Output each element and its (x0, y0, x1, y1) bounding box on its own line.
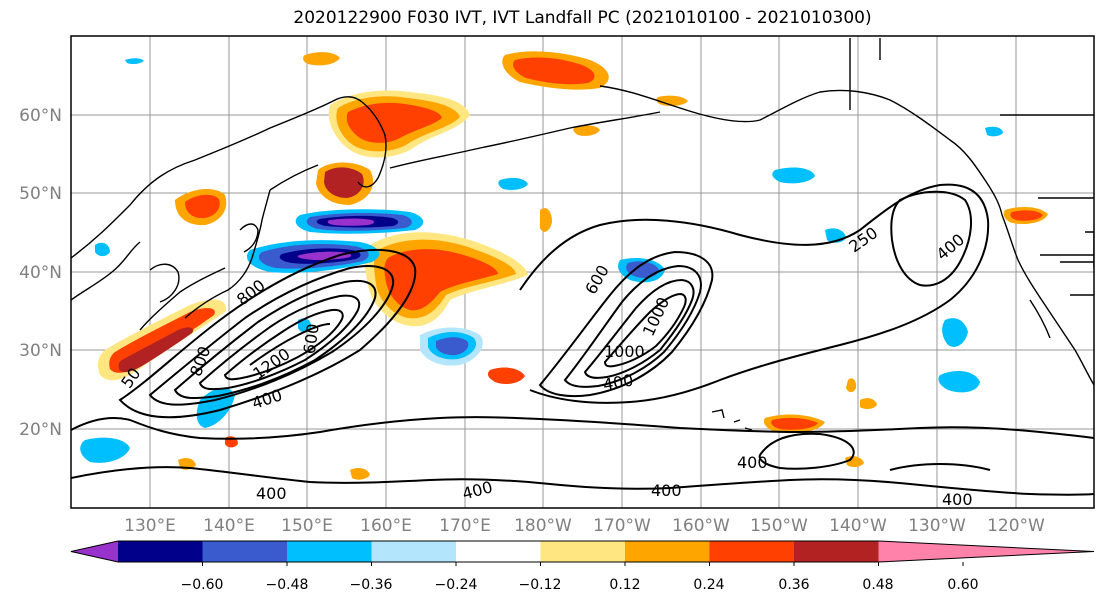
lon-label: 160°W (672, 516, 730, 536)
colorbar-segment (456, 541, 541, 562)
colorbar (70, 540, 1095, 566)
lon-label: 130°W (908, 516, 966, 536)
colorbar-segment (709, 541, 795, 562)
colorbar-segment (371, 541, 457, 562)
lat-label: 30°N (19, 341, 62, 361)
contour-label: 400 (256, 484, 287, 503)
lat-label: 40°N (19, 263, 62, 283)
lon-label: 140°W (829, 516, 887, 536)
colorbar-outline (70, 540, 1095, 563)
colorbar-segment (540, 541, 626, 562)
lon-label: 140°E (203, 516, 255, 536)
lon-label: 150°W (750, 516, 808, 536)
colorbar-tick-label: 0.24 (693, 577, 724, 593)
colorbar-segment (202, 541, 288, 562)
lat-label: 60°N (19, 106, 62, 126)
colorbar-segment (625, 541, 710, 562)
map-frame (70, 35, 1095, 509)
colorbar-tick-label: 0.36 (778, 577, 809, 593)
colorbar-tick-label: 0.48 (862, 577, 893, 593)
longitude-labels: 130°E 140°E 150°E 160°E 170°E 180°W 170°… (124, 516, 1045, 536)
contour-label: 400 (737, 453, 768, 472)
colorbar-tick-label: −0.24 (435, 577, 478, 593)
lon-label: 170°W (593, 516, 651, 536)
contour-label: 400 (651, 481, 682, 500)
map-title: 2020122900 F030 IVT, IVT Landfall PC (20… (293, 8, 872, 28)
latitude-labels: 60°N 50°N 40°N 30°N 20°N (19, 106, 62, 440)
colorbar-segment (287, 541, 372, 562)
colorbar-tick-label: −0.12 (519, 577, 562, 593)
colorbar-tick-label: 0.60 (947, 577, 978, 593)
lon-label: 150°E (281, 516, 333, 536)
lat-label: 50°N (19, 184, 62, 204)
colorbar-tick-label: −0.60 (181, 577, 224, 593)
colorbar-segment (118, 541, 203, 562)
contour-label: 600 (300, 322, 323, 355)
pc-shading (80, 51, 1048, 480)
colorbar-tick-label: −0.36 (350, 577, 393, 593)
lat-label: 20°N (19, 420, 62, 440)
lon-label: 180°W (514, 516, 572, 536)
colorbar-extend-min (71, 541, 118, 562)
lon-label: 120°W (987, 516, 1045, 536)
colorbar-segment (794, 541, 879, 562)
colorbar-extend-max (878, 541, 1094, 562)
ivt-contours (71, 183, 1094, 496)
colorbar-tick-label: 0.12 (609, 577, 640, 593)
contour-label: 1000 (604, 342, 645, 361)
colorbar-tick-label: −0.48 (266, 577, 309, 593)
colorbar-ticks: −0.60 −0.48 −0.36 −0.24 −0.12 0.12 0.24 … (181, 577, 979, 593)
lon-label: 170°E (439, 516, 491, 536)
lon-label: 130°E (124, 516, 176, 536)
coastlines (71, 38, 1094, 431)
lon-label: 160°E (360, 516, 412, 536)
contour-label: 400 (942, 490, 973, 509)
